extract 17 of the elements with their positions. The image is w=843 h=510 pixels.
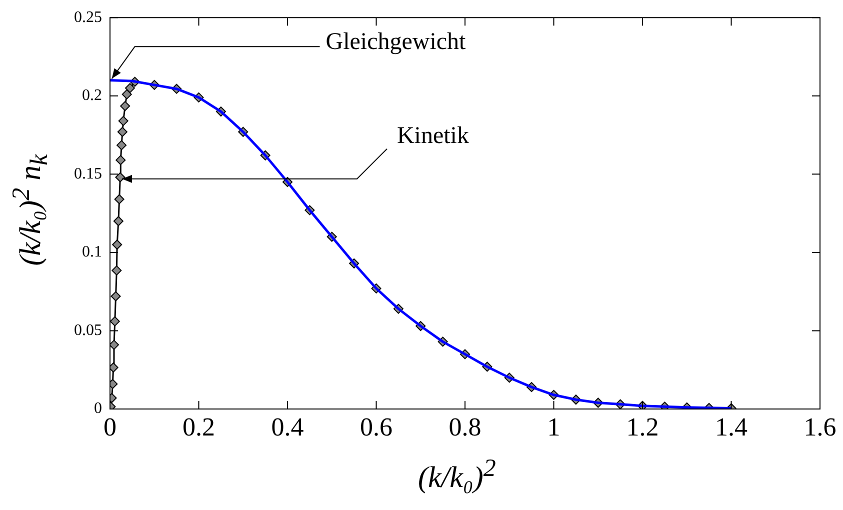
- x-tick-label: 1.4: [715, 412, 748, 442]
- annotation: Gleichgewicht: [326, 28, 466, 56]
- y-tick-label: 0.1: [82, 244, 102, 261]
- x-tick-label: 1: [547, 412, 560, 442]
- x-tick-label: 1.6: [804, 412, 836, 442]
- y-tick-label: 0.05: [74, 322, 102, 339]
- x-tick-label: 0.6: [360, 412, 392, 442]
- annotation: Kinetik: [396, 122, 469, 150]
- x-tick-label: 1.2: [626, 412, 659, 442]
- x-axis-title: (k/k₀)$^{2}$: [418, 455, 496, 495]
- y-tick-label: 0.15: [74, 165, 102, 182]
- y-tick-label: 0.2: [82, 87, 102, 104]
- x-tick-label: 0.2: [182, 412, 215, 442]
- x-tick-label: 0.8: [448, 412, 482, 442]
- y-tick-label: 0: [94, 400, 102, 418]
- x-tick-label: 0.4: [271, 412, 304, 442]
- y-tick-label: 0.25: [74, 8, 102, 26]
